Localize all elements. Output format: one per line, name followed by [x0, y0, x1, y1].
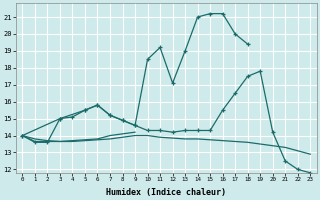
X-axis label: Humidex (Indice chaleur): Humidex (Indice chaleur) [106, 188, 226, 197]
